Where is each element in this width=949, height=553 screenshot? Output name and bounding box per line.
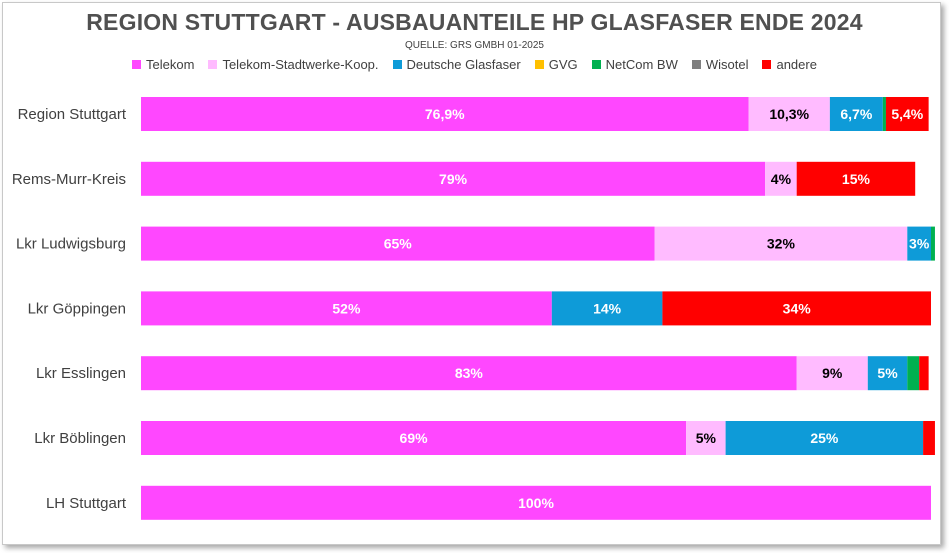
legend-swatch [534,60,544,69]
data-label: 25% [810,430,839,446]
legend-label: Wisotel [705,57,749,72]
category-label: LH Stuttgart [46,495,127,512]
data-label: 65% [384,236,413,252]
legend-label: GVG [548,57,578,72]
data-label: 6,7% [840,106,872,122]
data-label: 15% [842,171,871,187]
category-label: Rems-Murr-Kreis [12,171,126,188]
bar-segment [141,291,552,326]
legend-swatch [691,60,701,69]
legend-label: Telekom [146,57,195,72]
bar-segment [919,356,929,391]
data-label: 3% [909,236,930,252]
bar-segment [141,97,749,131]
legend-item: andere [762,57,817,72]
bar-segment [885,97,929,131]
data-label: 4% [771,171,792,187]
legend-swatch [762,60,772,69]
legend-swatch [591,60,601,69]
bar-segment [654,226,908,261]
bar-segment [907,356,920,391]
legend-label: andere [776,57,817,72]
legend-swatch [208,60,218,69]
legend-label: NetCom BW [605,57,678,72]
bar-segment [662,291,931,326]
legend-item: Deutsche Glasfaser [392,57,521,72]
legend-item: Wisotel [691,57,749,72]
legend-item: GVG [534,57,578,72]
bar-segment [686,421,726,455]
data-label: 83% [455,365,484,381]
bar-segment [765,161,797,196]
bar-segment [882,97,886,131]
bar-segment [551,291,663,326]
data-label: 52% [332,300,361,316]
bar-segment [141,161,766,196]
bar-segment [748,97,830,131]
bar-segment [796,356,868,391]
bar-segment [931,226,935,261]
data-label: 5% [877,365,898,381]
bar-segment [141,226,655,261]
category-label: Lkr Böblingen [34,430,126,447]
bar-segment [796,161,916,196]
category-label: Region Stuttgart [18,106,127,123]
legend-swatch [392,60,402,69]
data-label: 5,4% [891,106,923,122]
bar-segment [725,421,924,455]
chart-subtitle: QUELLE: GRS GMBH 01-2025 [405,40,544,51]
bar-segment [867,356,908,391]
legend-item: Telekom [132,57,194,72]
data-label: 10,3% [769,106,809,122]
category-label: Lkr Esslingen [36,365,126,382]
category-label: Lkr Ludwigsburg [16,236,126,253]
chart-legend: Telekom Telekom-Stadtwerke-Koop. Deutsche … [0,57,949,72]
legend-swatch [132,60,142,69]
legend-label: Deutsche Glasfaser [406,57,521,72]
data-label: 69% [400,430,429,446]
legend-label: Telekom-Stadtwerke-Koop. [222,57,379,72]
data-label: 34% [783,300,812,316]
data-label: 32% [767,236,796,252]
bar-segment [923,421,935,455]
data-label: 9% [822,365,843,381]
data-label: 5% [696,430,717,446]
bar-segment [829,97,883,131]
legend-item: Telekom-Stadtwerke-Koop. [208,57,379,72]
bar-segment [141,421,687,455]
legend-item: NetCom BW [591,57,678,72]
bar-segment [141,485,931,520]
data-label: 100% [518,495,554,511]
chart-title: REGION STUTTGART - AUSBAUANTEILE HP GLAS… [86,9,863,35]
bar-segment [141,356,797,391]
data-label: 14% [593,300,622,316]
category-label: Lkr Göppingen [28,300,126,317]
bar-segment [907,226,931,261]
data-label: 76,9% [425,106,465,122]
data-label: 79% [439,171,468,187]
